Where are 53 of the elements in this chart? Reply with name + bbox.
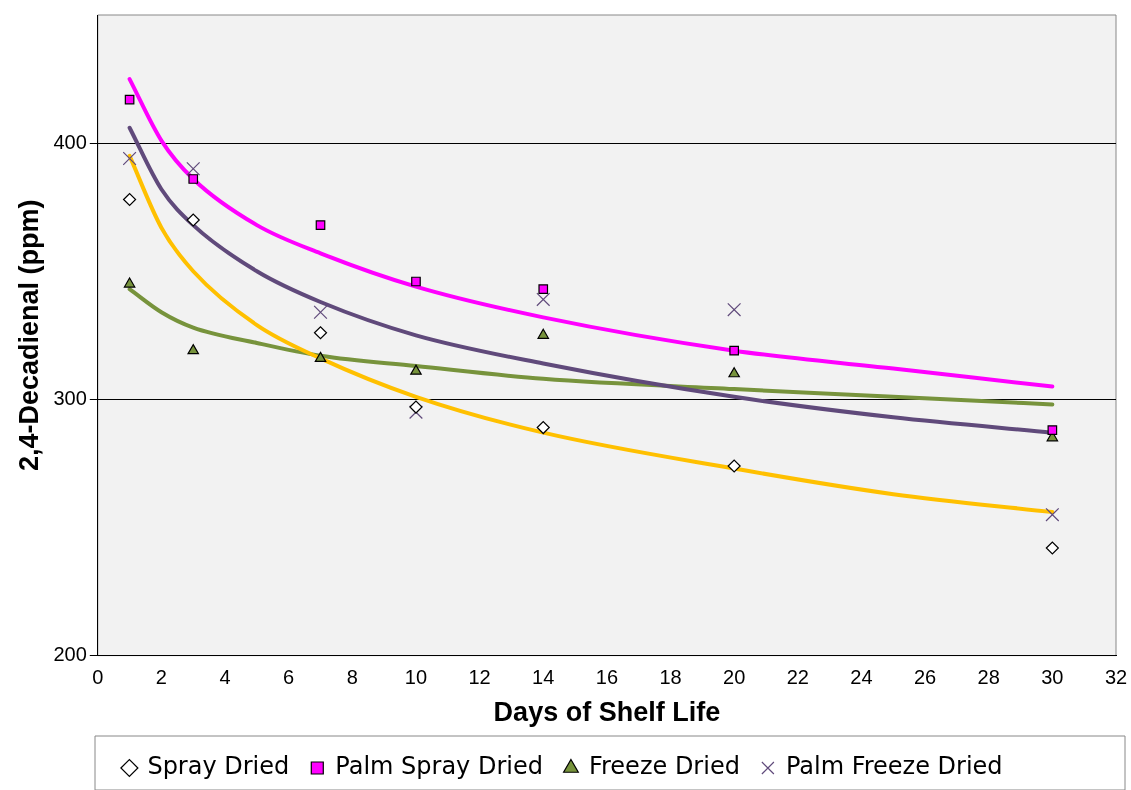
x-tick-label: 10 (404, 666, 428, 689)
point (122, 192, 137, 207)
legend-label: Freeze Dried (588, 752, 740, 781)
point (409, 400, 423, 414)
point (1045, 507, 1060, 522)
x-tick-label: 0 (92, 666, 104, 689)
x-axis-title: Days of Shelf Life (493, 697, 721, 728)
x-tick-label: 12 (468, 666, 491, 689)
point (727, 459, 741, 473)
point (728, 367, 740, 378)
point (536, 292, 551, 307)
point (536, 420, 550, 435)
line-series (127, 77, 1055, 389)
point (315, 220, 326, 230)
point (411, 276, 421, 287)
y-tick-label: 400 (53, 130, 87, 153)
point (313, 326, 328, 340)
x-tick-label: 4 (219, 666, 231, 689)
y-tick-label: 200 (53, 643, 87, 666)
point (538, 284, 549, 295)
x-tick-label: 26 (913, 666, 937, 689)
legend-label: Spray Dried (147, 752, 290, 781)
x-tick-label: 32 (1104, 666, 1128, 689)
point (410, 364, 422, 375)
point (537, 328, 550, 339)
x-tick-label: 6 (283, 666, 295, 689)
legend-label: Palm Freeze Dried (785, 752, 1003, 781)
x-tick-label: 30 (1041, 666, 1064, 689)
x-tick-label: 22 (786, 666, 809, 689)
x-tick-label: 14 (532, 666, 555, 689)
point (188, 174, 199, 184)
x-tick-label: 28 (977, 666, 1000, 689)
y-axis-title: 2,4-Decadienal (ppm) (13, 199, 44, 472)
x-tick-label: 8 (346, 666, 358, 689)
point (123, 277, 136, 288)
point (313, 305, 328, 320)
point (727, 302, 742, 317)
point (1047, 425, 1058, 435)
point (187, 344, 200, 355)
point (122, 151, 137, 166)
point (186, 161, 201, 176)
x-tick-label: 20 (723, 666, 746, 689)
x-tick-label: 16 (595, 666, 619, 689)
x-tick-label: 18 (659, 666, 682, 689)
y-tick-label: 300 (53, 386, 87, 409)
point (186, 213, 200, 227)
x-tick-label: 24 (850, 666, 873, 689)
point (729, 345, 740, 356)
legend-label: Palm Spray Dried (335, 752, 543, 781)
point (314, 351, 327, 362)
line-series (127, 153, 1055, 515)
point (1045, 541, 1059, 555)
x-tick-label: 2 (155, 666, 167, 689)
